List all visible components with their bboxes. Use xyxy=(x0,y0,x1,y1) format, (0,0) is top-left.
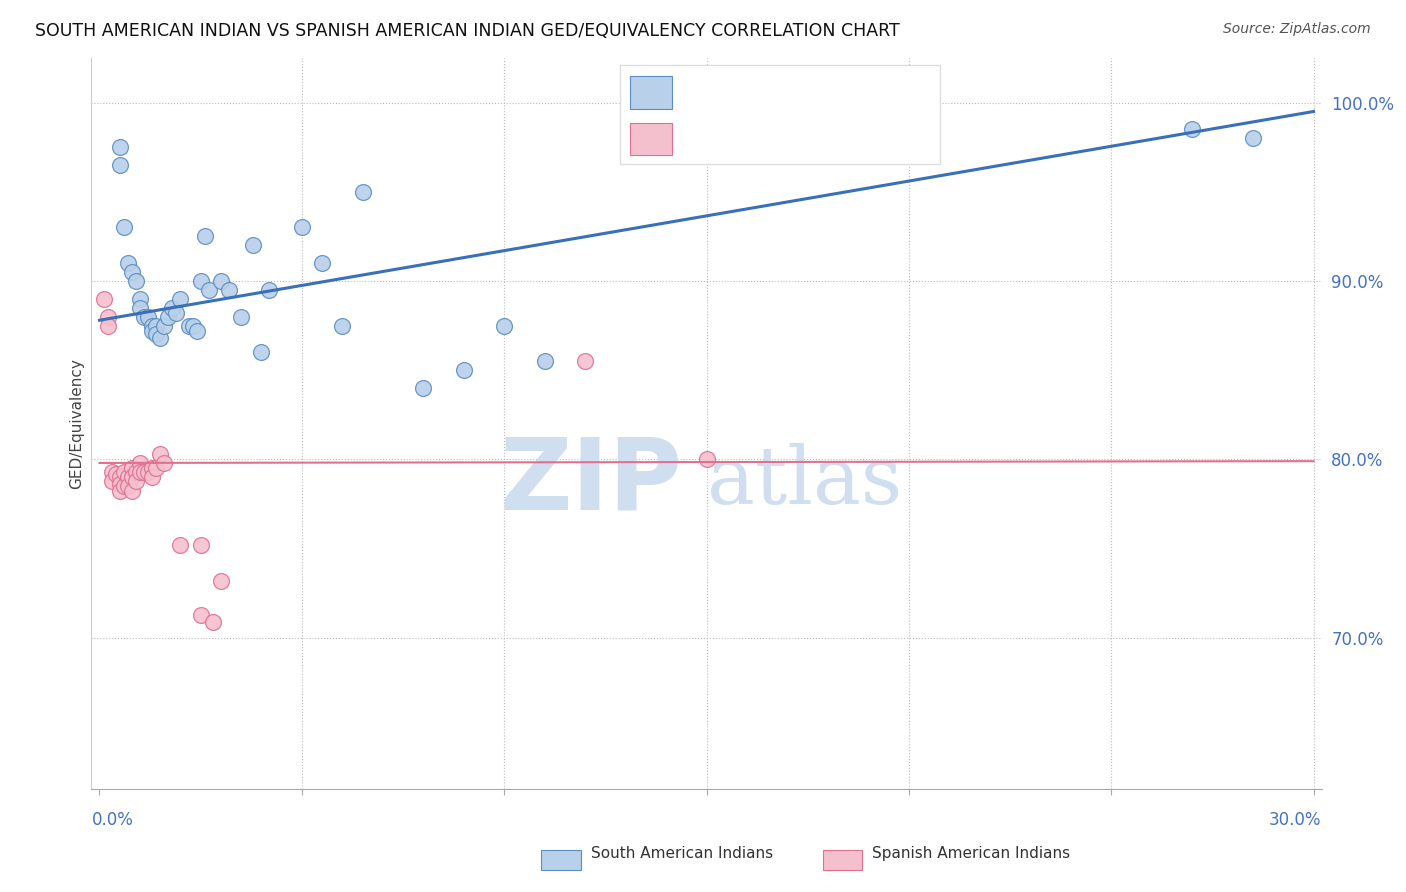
Point xyxy=(97,310,120,324)
Point xyxy=(177,318,200,333)
Point xyxy=(141,461,163,475)
Point xyxy=(157,310,180,324)
Point xyxy=(311,256,333,270)
Point xyxy=(242,238,264,252)
Point xyxy=(165,306,187,320)
Point xyxy=(136,465,159,479)
Point xyxy=(93,292,115,306)
Point xyxy=(121,470,143,484)
Point xyxy=(190,607,212,622)
Point xyxy=(129,456,152,470)
Point xyxy=(132,310,155,324)
Point xyxy=(117,256,139,270)
Point xyxy=(149,447,172,461)
Point xyxy=(145,327,167,342)
Text: SOUTH AMERICAN INDIAN VS SPANISH AMERICAN INDIAN GED/EQUIVALENCY CORRELATION CHA: SOUTH AMERICAN INDIAN VS SPANISH AMERICA… xyxy=(35,22,900,40)
Point xyxy=(229,310,252,324)
Point xyxy=(533,354,555,368)
Point xyxy=(121,461,143,475)
Point xyxy=(129,301,152,315)
Point xyxy=(125,474,148,488)
Text: 0.0%: 0.0% xyxy=(91,811,134,829)
Point xyxy=(108,158,131,172)
Point xyxy=(162,301,184,315)
Point xyxy=(112,220,135,235)
Point xyxy=(194,229,217,244)
Point xyxy=(494,318,516,333)
Point xyxy=(259,283,281,297)
Text: ZIP: ZIP xyxy=(499,434,682,531)
Point xyxy=(100,474,122,488)
Point xyxy=(121,484,143,499)
Text: 30.0%: 30.0% xyxy=(1270,811,1322,829)
Point xyxy=(97,318,120,333)
Point xyxy=(117,479,139,493)
Point xyxy=(695,452,717,467)
Point xyxy=(218,283,240,297)
Point xyxy=(121,265,143,279)
Point xyxy=(100,465,122,479)
Point xyxy=(153,318,176,333)
Point xyxy=(330,318,353,333)
Point xyxy=(108,140,131,154)
Point xyxy=(352,185,374,199)
Point xyxy=(197,283,219,297)
Point xyxy=(108,477,131,491)
Point xyxy=(209,274,232,288)
Point xyxy=(181,318,204,333)
Point xyxy=(136,310,159,324)
Point xyxy=(209,574,232,588)
Point xyxy=(112,465,135,479)
Point xyxy=(169,538,191,552)
Point xyxy=(129,292,152,306)
Point xyxy=(153,456,176,470)
Point xyxy=(1181,122,1204,136)
Point xyxy=(453,363,475,377)
Point xyxy=(145,461,167,475)
Text: atlas: atlas xyxy=(706,443,901,521)
Point xyxy=(141,470,163,484)
Point xyxy=(117,470,139,484)
Point xyxy=(250,345,273,359)
Point xyxy=(169,292,191,306)
Point xyxy=(190,274,212,288)
Text: Source: ZipAtlas.com: Source: ZipAtlas.com xyxy=(1223,22,1371,37)
Point xyxy=(108,484,131,499)
Point xyxy=(108,470,131,484)
Point xyxy=(125,274,148,288)
Point xyxy=(574,354,596,368)
Point xyxy=(186,324,208,338)
Point xyxy=(145,318,167,333)
Point xyxy=(201,615,224,629)
Text: Spanish American Indians: Spanish American Indians xyxy=(872,847,1070,861)
Text: South American Indians: South American Indians xyxy=(591,847,773,861)
Point xyxy=(125,465,148,479)
Point xyxy=(104,467,127,481)
Point xyxy=(141,324,163,338)
Y-axis label: GED/Equivalency: GED/Equivalency xyxy=(69,359,84,489)
Point xyxy=(149,331,172,345)
Point xyxy=(412,381,434,395)
Point xyxy=(291,220,314,235)
Point xyxy=(1241,131,1264,145)
Point xyxy=(141,318,163,333)
Point xyxy=(129,465,152,479)
Point xyxy=(112,479,135,493)
Point xyxy=(132,465,155,479)
Point xyxy=(190,538,212,552)
